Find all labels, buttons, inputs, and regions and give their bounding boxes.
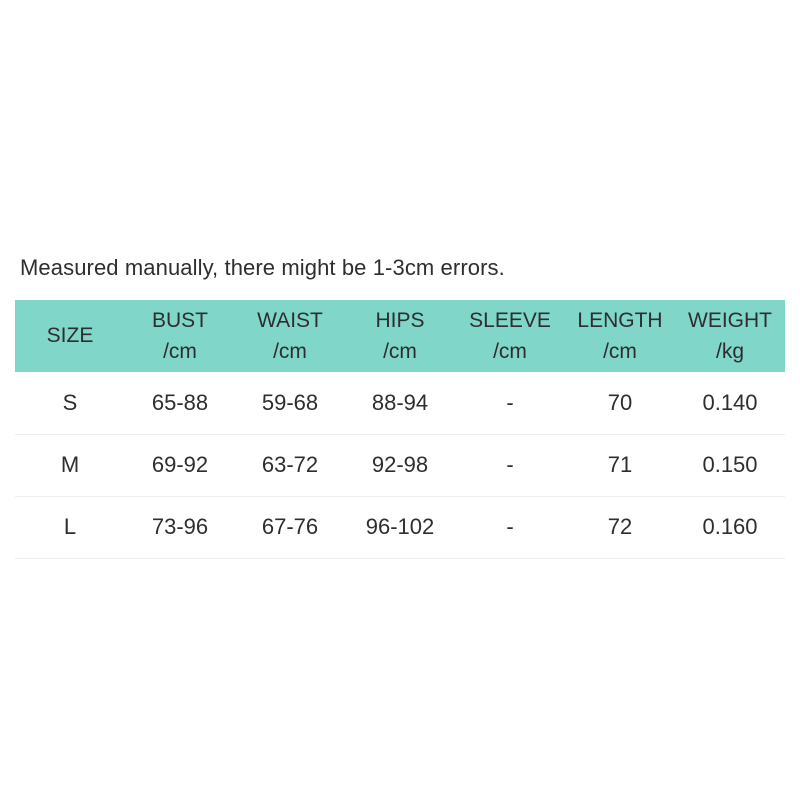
- cell-length: 71: [565, 434, 675, 497]
- cell-hips: 92-98: [345, 434, 455, 497]
- cell-sleeve: -: [455, 496, 565, 559]
- column-label: HIPS: [375, 308, 425, 332]
- column-header-length: LENGTH /cm: [565, 300, 675, 372]
- table-row-l: L 73-96 67-76 96-102 - 72 0.160: [15, 496, 785, 559]
- cell-size: S: [15, 372, 125, 435]
- cell-length: 72: [565, 496, 675, 559]
- column-header-bust: BUST /cm: [125, 300, 235, 372]
- cell-bust: 69-92: [125, 434, 235, 497]
- column-label: SIZE: [46, 324, 94, 348]
- cell-weight: 0.140: [675, 372, 785, 435]
- cell-sleeve: -: [455, 372, 565, 435]
- measurement-note: Measured manually, there might be 1-3cm …: [20, 255, 505, 280]
- column-label: LENGTH: [577, 308, 663, 332]
- column-label: WEIGHT: [688, 308, 772, 332]
- header-row: SIZE BUST /cm WAIST /cm HIPS /cm SLEEVE …: [15, 300, 785, 372]
- table-body: S 65-88 59-68 88-94 - 70 0.140 M 69-92 6…: [15, 372, 785, 559]
- size-chart-table: SIZE BUST /cm WAIST /cm HIPS /cm SLEEVE …: [15, 300, 785, 559]
- column-label: SLEEVE: [469, 308, 551, 332]
- column-unit: /cm: [273, 340, 307, 363]
- cell-hips: 96-102: [345, 496, 455, 559]
- column-header-waist: WAIST /cm: [235, 300, 345, 372]
- column-header-hips: HIPS /cm: [345, 300, 455, 372]
- table-header: SIZE BUST /cm WAIST /cm HIPS /cm SLEEVE …: [15, 300, 785, 372]
- cell-sleeve: -: [455, 434, 565, 497]
- column-unit: /cm: [493, 340, 527, 363]
- column-unit: /kg: [715, 340, 744, 363]
- cell-waist: 67-76: [235, 496, 345, 559]
- cell-length: 70: [565, 372, 675, 435]
- table-row-s: S 65-88 59-68 88-94 - 70 0.140: [15, 372, 785, 435]
- cell-size: L: [15, 496, 125, 559]
- column-unit: /cm: [603, 340, 637, 363]
- cell-weight: 0.150: [675, 434, 785, 497]
- table-row-m: M 69-92 63-72 92-98 - 71 0.150: [15, 434, 785, 497]
- column-header-weight: WEIGHT /kg: [675, 300, 785, 372]
- cell-size: M: [15, 434, 125, 497]
- column-label: WAIST: [257, 308, 323, 332]
- cell-hips: 88-94: [345, 372, 455, 435]
- column-header-sleeve: SLEEVE /cm: [455, 300, 565, 372]
- cell-bust: 65-88: [125, 372, 235, 435]
- column-label: BUST: [151, 308, 208, 332]
- cell-waist: 63-72: [235, 434, 345, 497]
- column-unit: /cm: [163, 340, 197, 363]
- column-header-size: SIZE: [15, 300, 125, 372]
- cell-bust: 73-96: [125, 496, 235, 559]
- column-unit: /cm: [383, 340, 417, 363]
- cell-waist: 59-68: [235, 372, 345, 435]
- cell-weight: 0.160: [675, 496, 785, 559]
